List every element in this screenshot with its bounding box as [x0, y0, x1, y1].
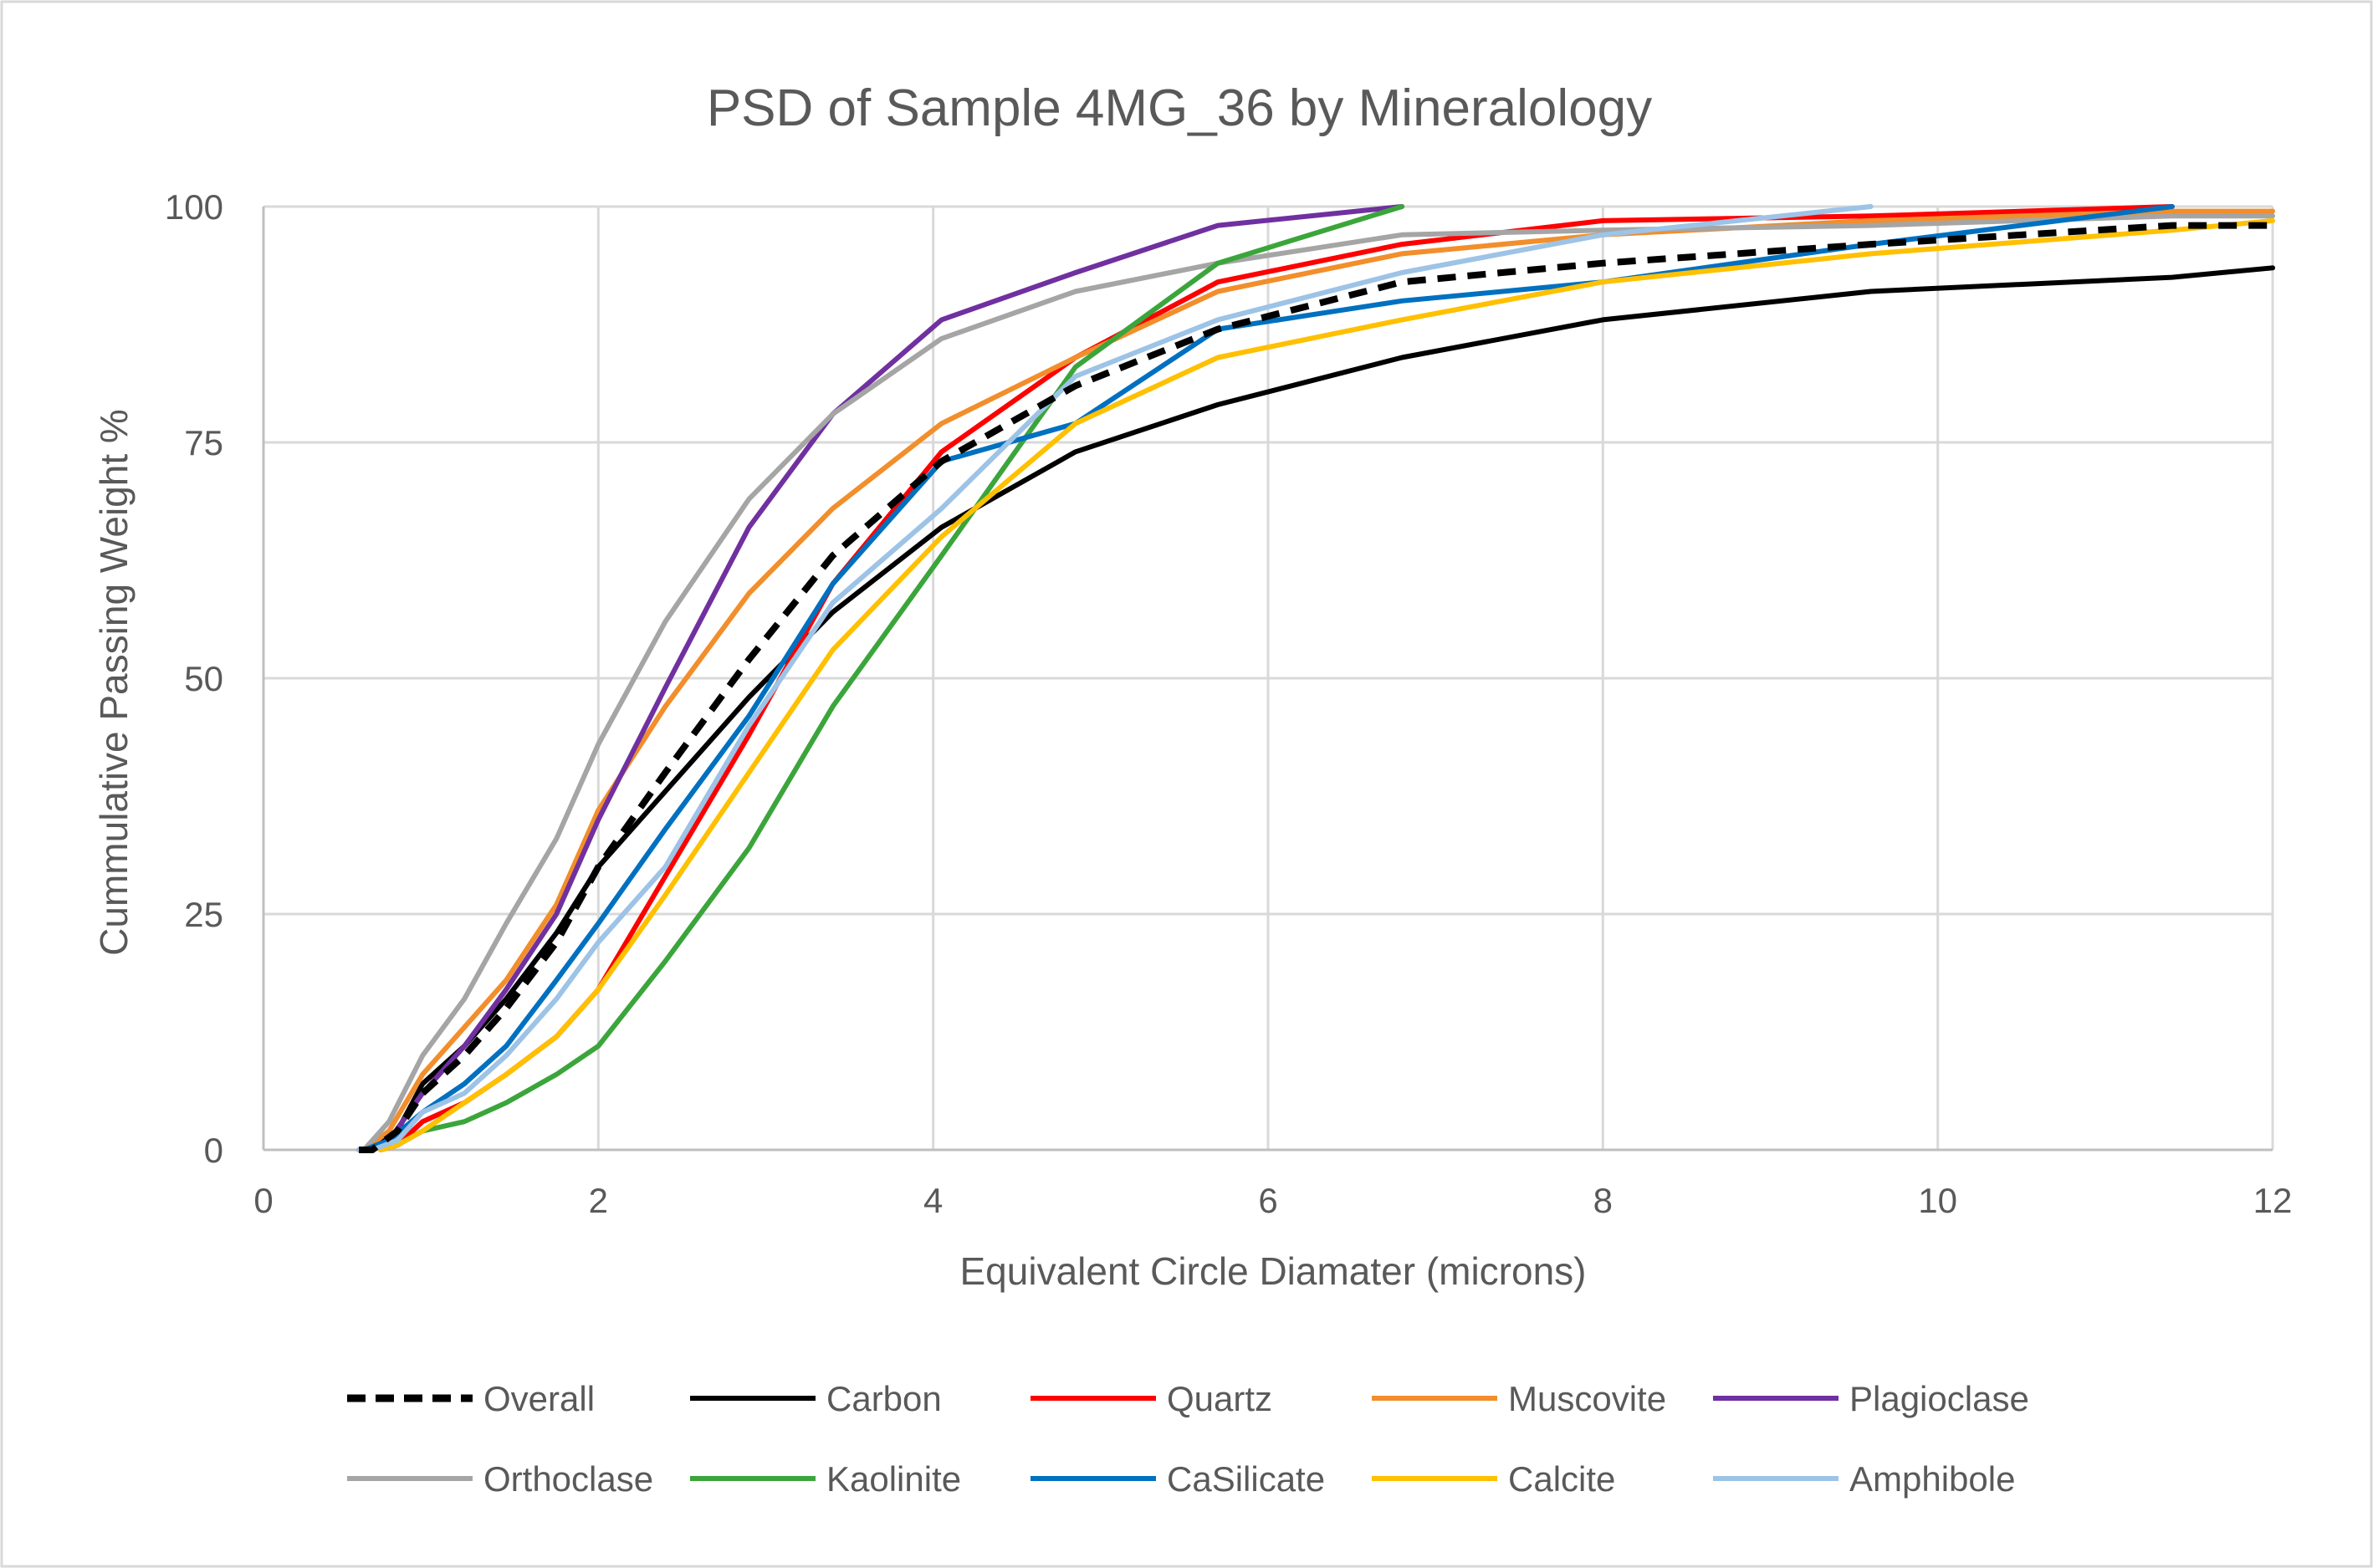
- legend-item-casilicate: CaSilicate: [1031, 1459, 1325, 1499]
- legend: Overall Carbon Quartz Muscovite Plagioclase O…: [347, 1379, 2029, 1499]
- legend-item-kaolinite: Kaolinite: [690, 1459, 961, 1499]
- series-line-quartz: [378, 204, 2175, 1152]
- legend-item-plagioclase: Plagioclase: [1713, 1379, 2029, 1418]
- x-axis-label: Equivalent Circle Diamater (microns): [960, 1249, 1587, 1293]
- series-line-amphibole: [356, 204, 1874, 1152]
- x-tick-label-8: 8: [1593, 1181, 1613, 1220]
- legend-label-calcite: Calcite: [1508, 1459, 1615, 1499]
- series-line-carbon: [356, 265, 2275, 1152]
- legend-item-carbon: Carbon: [690, 1379, 942, 1418]
- legend-label-carbon: Carbon: [826, 1379, 942, 1418]
- y-tick-label-75: 75: [184, 423, 223, 462]
- y-axis-label: Cummulative Passing Weight %: [92, 409, 136, 956]
- tick-labels: 0 2 4 6 8 10 12 0 25 50 75 100: [165, 187, 2292, 1220]
- x-tick-label-4: 4: [923, 1181, 943, 1220]
- legend-label-quartz: Quartz: [1167, 1379, 1272, 1418]
- legend-item-orthoclase: Orthoclase: [347, 1459, 653, 1499]
- legend-item-muscovite: Muscovite: [1372, 1379, 1666, 1418]
- x-tick-label-10: 10: [1918, 1181, 1957, 1220]
- series-line-calcite: [378, 217, 2275, 1152]
- legend-label-casilicate: CaSilicate: [1167, 1459, 1325, 1499]
- legend-label-plagioclase: Plagioclase: [1849, 1379, 2029, 1418]
- x-tick-label-0: 0: [253, 1181, 273, 1220]
- gridlines: [263, 205, 2274, 1150]
- y-tick-label-0: 0: [204, 1131, 223, 1170]
- legend-label-muscovite: Muscovite: [1508, 1379, 1666, 1418]
- x-tick-label-6: 6: [1258, 1181, 1277, 1220]
- legend-item-quartz: Quartz: [1031, 1379, 1272, 1418]
- chart-title: PSD of Sample 4MG_36 by Mineralology: [707, 79, 1652, 137]
- legend-label-orthoclase: Orthoclase: [483, 1459, 653, 1499]
- series-line-casilicate: [361, 204, 2175, 1152]
- y-tick-label-50: 50: [184, 659, 223, 698]
- legend-label-kaolinite: Kaolinite: [826, 1459, 961, 1499]
- series-lines: [356, 204, 2275, 1153]
- legend-item-calcite: Calcite: [1372, 1459, 1615, 1499]
- x-tick-label-12: 12: [2253, 1181, 2293, 1220]
- y-tick-label-25: 25: [184, 895, 223, 934]
- legend-label-amphibole: Amphibole: [1849, 1459, 2015, 1499]
- x-tick-label-2: 2: [589, 1181, 608, 1220]
- legend-label-overall: Overall: [483, 1379, 595, 1418]
- series-line-overall: [359, 222, 2273, 1153]
- legend-item-overall: Overall: [347, 1379, 595, 1418]
- y-tick-label-100: 100: [165, 187, 223, 227]
- legend-item-amphibole: Amphibole: [1713, 1459, 2015, 1499]
- axes: [262, 207, 2273, 1152]
